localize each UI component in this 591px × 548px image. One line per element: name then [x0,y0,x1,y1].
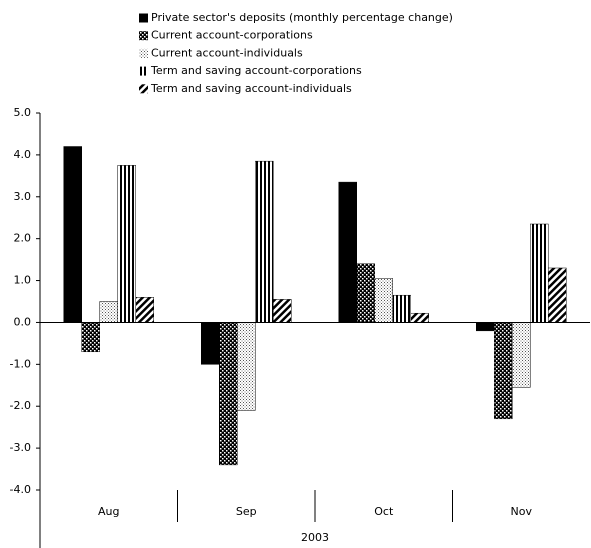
bar [530,223,549,323]
bar [374,278,393,323]
bar [512,322,531,388]
bar [219,322,238,466]
bar [135,297,154,323]
y-tick-label: 4.0 [14,148,32,161]
y-tick-label: 1.0 [14,274,32,287]
legend-swatch [139,31,148,41]
x-tick-label: Oct [374,505,394,518]
y-tick-label: 5.0 [14,106,32,119]
legend-label: Private sector's deposits (monthly perce… [151,11,453,24]
legend-label: Current account-individuals [151,46,303,59]
group-label: 2003 [301,531,329,544]
bar [255,160,274,323]
legend-label: Term and saving account-individuals [150,82,352,95]
y-tick-label: 2.0 [14,232,32,245]
bar [273,299,292,323]
bar [63,146,82,323]
legend-swatch [139,66,148,76]
legend-swatch [139,84,148,94]
y-tick-label: 3.0 [14,190,32,203]
y-tick-label: 0.0 [14,315,32,328]
y-tick-label: -2.0 [10,399,31,412]
y-tick-label: -4.0 [10,483,31,496]
bar [410,312,429,323]
legend-swatch [139,48,148,58]
bar [81,322,100,353]
legend-label: Current account-corporations [151,29,313,42]
bar [338,181,357,323]
bar [356,263,375,323]
bar [201,322,220,365]
y-tick-label: -1.0 [10,357,31,370]
y-tick-label: -3.0 [10,441,31,454]
bar [476,322,495,332]
bar [237,322,256,411]
legend-swatch [139,13,148,23]
x-tick-label: Sep [236,505,257,518]
x-tick-label: Aug [98,505,119,518]
bar [392,294,411,323]
bar [494,322,513,420]
bar [117,165,136,323]
legend-label: Term and saving account-corporations [150,64,362,77]
bar [99,301,118,323]
x-tick-label: Nov [511,505,533,518]
bar [548,267,567,323]
